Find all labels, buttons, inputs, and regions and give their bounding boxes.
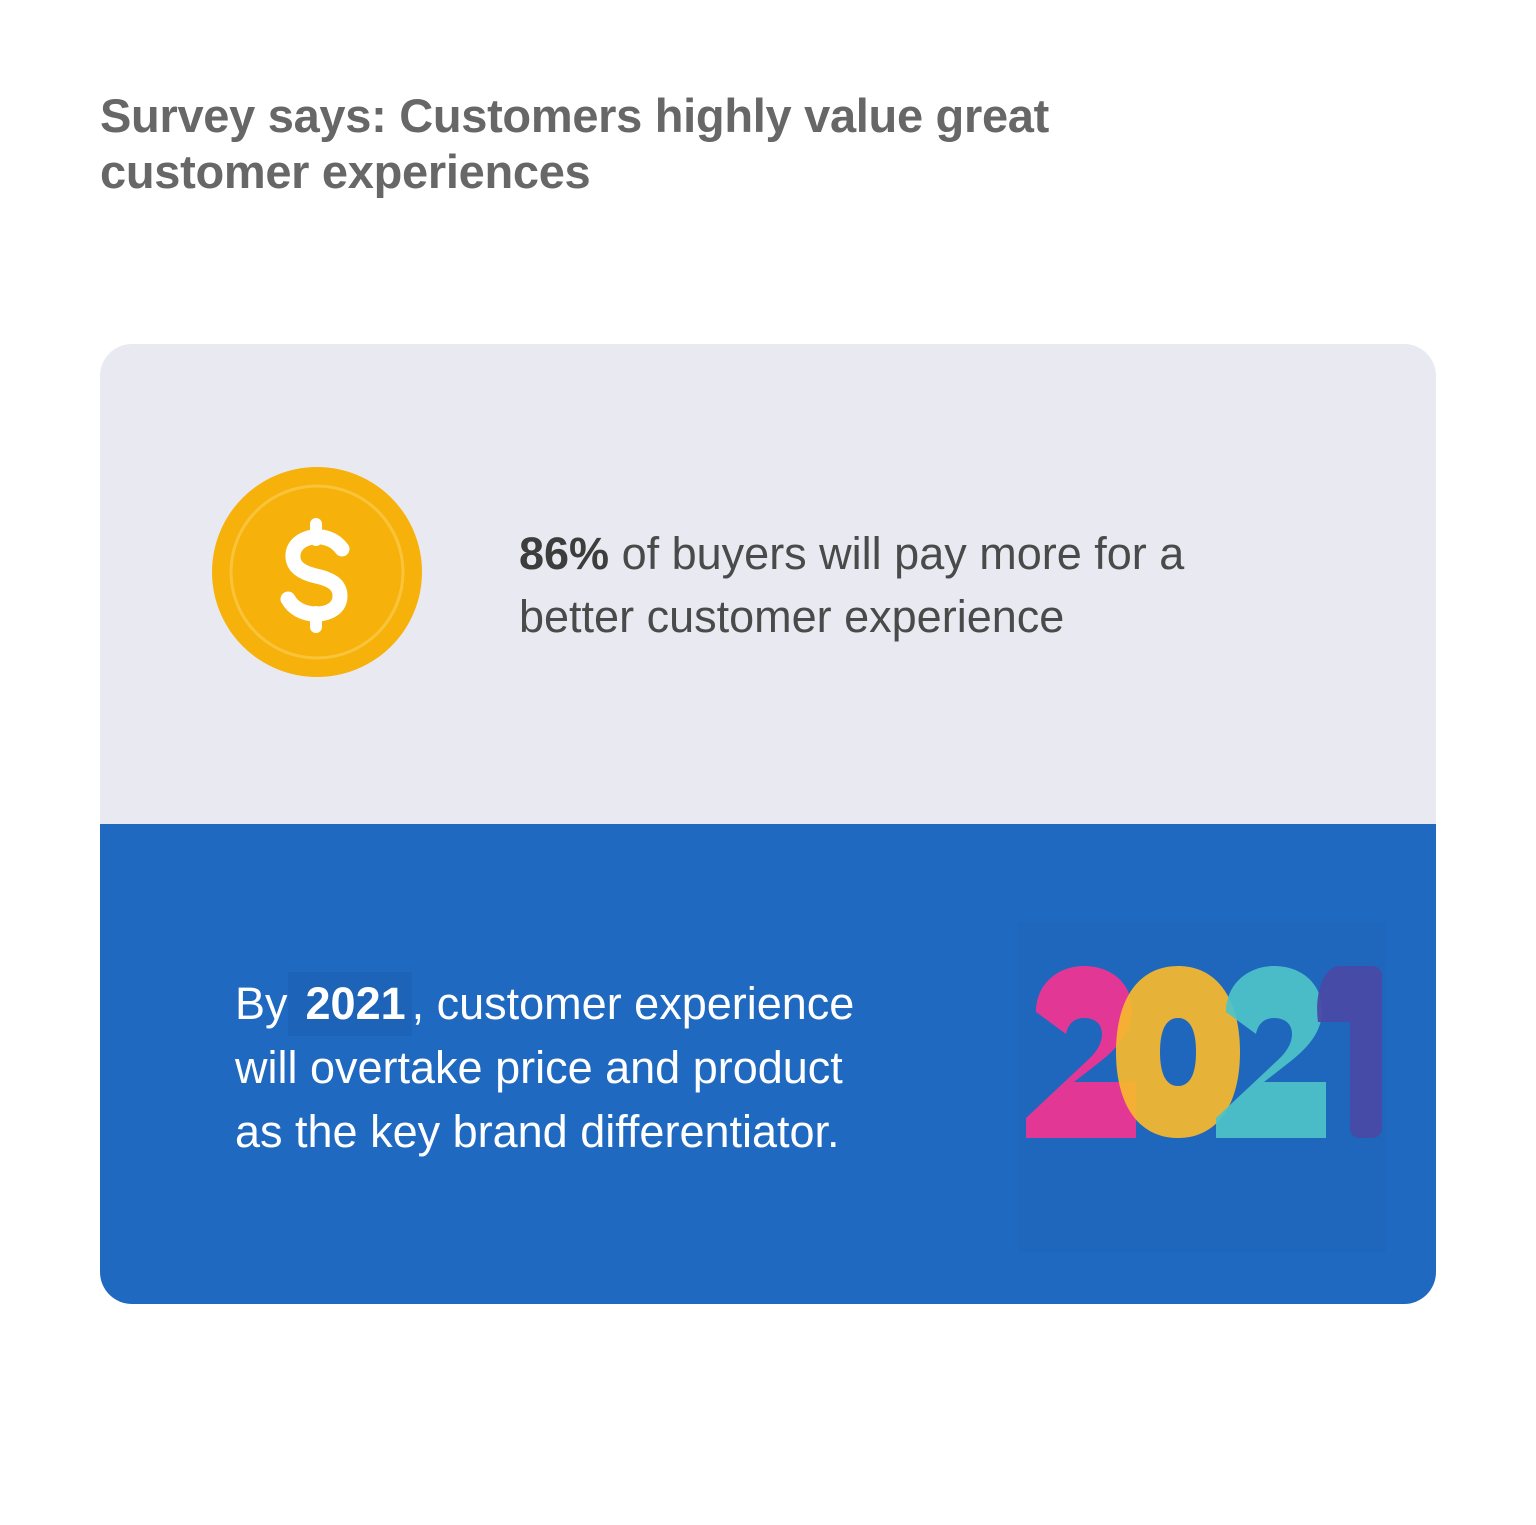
stat-text-line-1: of buyers will pay more for a (609, 528, 1185, 579)
digit-zero-yellow (1116, 966, 1240, 1138)
forecast-line-2: will overtake price and product (235, 1042, 843, 1093)
dollar-coin-icon (212, 467, 422, 677)
page-title: Survey says: Customers highly value grea… (100, 88, 1200, 200)
forecast-year: 2021 (287, 972, 412, 1036)
digit-two-teal (1216, 966, 1326, 1138)
buyer-stat-text: 86% of buyers will pay more for a better… (519, 522, 1339, 648)
forecast-line-3: as the key brand differentiator. (235, 1106, 840, 1157)
digit-two-magenta (1026, 966, 1136, 1138)
stat-text-line-2: better customer experience (519, 591, 1065, 642)
stat-highlight: 86% (519, 528, 610, 579)
title-line-2: customer experiences (100, 145, 591, 198)
stats-card: 86% of buyers will pay more for a better… (100, 344, 1436, 1304)
buyer-stat-panel: 86% of buyers will pay more for a better… (100, 344, 1436, 824)
digit-one-indigo (1317, 966, 1382, 1138)
colorful-2021-icon (1018, 922, 1386, 1252)
forecast-prefix: By (235, 978, 288, 1029)
forecast-line-1: , customer experience (411, 978, 855, 1029)
title-line-1: Survey says: Customers highly value grea… (100, 89, 1049, 142)
forecast-text: By 2021, customer experience will overtak… (235, 972, 995, 1164)
